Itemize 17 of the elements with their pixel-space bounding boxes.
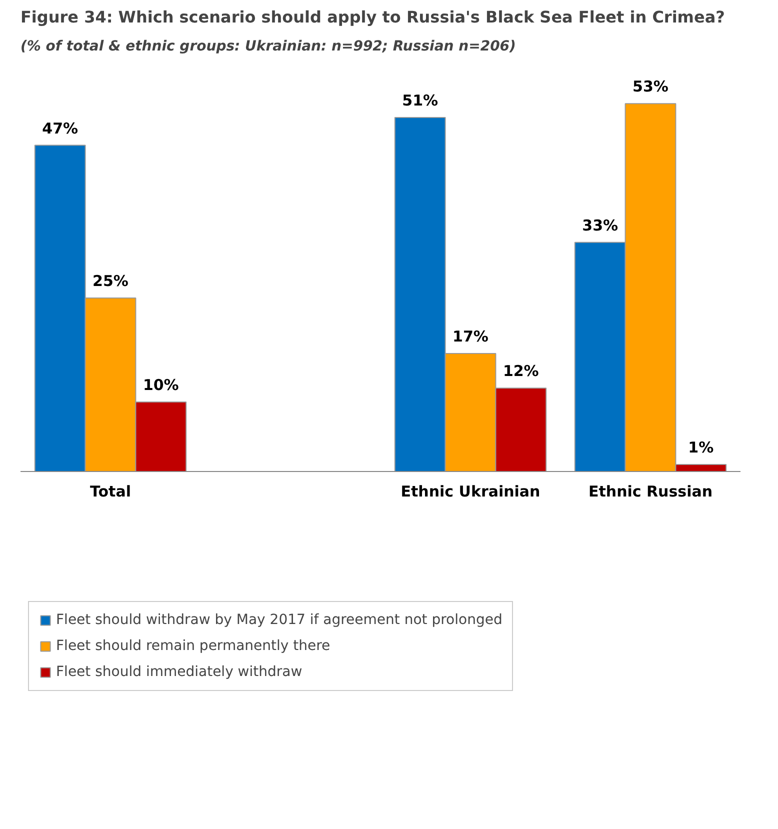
x-tick-label: Total bbox=[90, 482, 131, 500]
legend-label: Fleet should withdraw by May 2017 if agreement not prolonged bbox=[56, 612, 502, 628]
data-label: 10% bbox=[142, 376, 179, 394]
data-label: 51% bbox=[402, 92, 438, 110]
data-label: 33% bbox=[582, 216, 618, 234]
legend-label: Fleet should immediately withdraw bbox=[56, 664, 302, 680]
chart-subtitle: (% of total & ethnic groups: Ukrainian: n=992; Russian n=206) bbox=[20, 38, 516, 54]
data-label: 25% bbox=[92, 272, 128, 290]
legend-label: Fleet should remain permanently there bbox=[56, 638, 330, 654]
data-label: 12% bbox=[502, 362, 539, 380]
data-label: 1% bbox=[688, 438, 714, 457]
x-tick-label: Ethnic Russian bbox=[588, 482, 713, 500]
data-label: 47% bbox=[42, 119, 78, 138]
data-label: 17% bbox=[452, 327, 488, 346]
data-label: 53% bbox=[632, 78, 668, 96]
x-tick-label: Ethnic Ukrainian bbox=[400, 482, 540, 500]
chart-title: Figure 34: Which scenario should apply to Russia's Black Sea Fleet in Crimea? bbox=[20, 8, 725, 26]
